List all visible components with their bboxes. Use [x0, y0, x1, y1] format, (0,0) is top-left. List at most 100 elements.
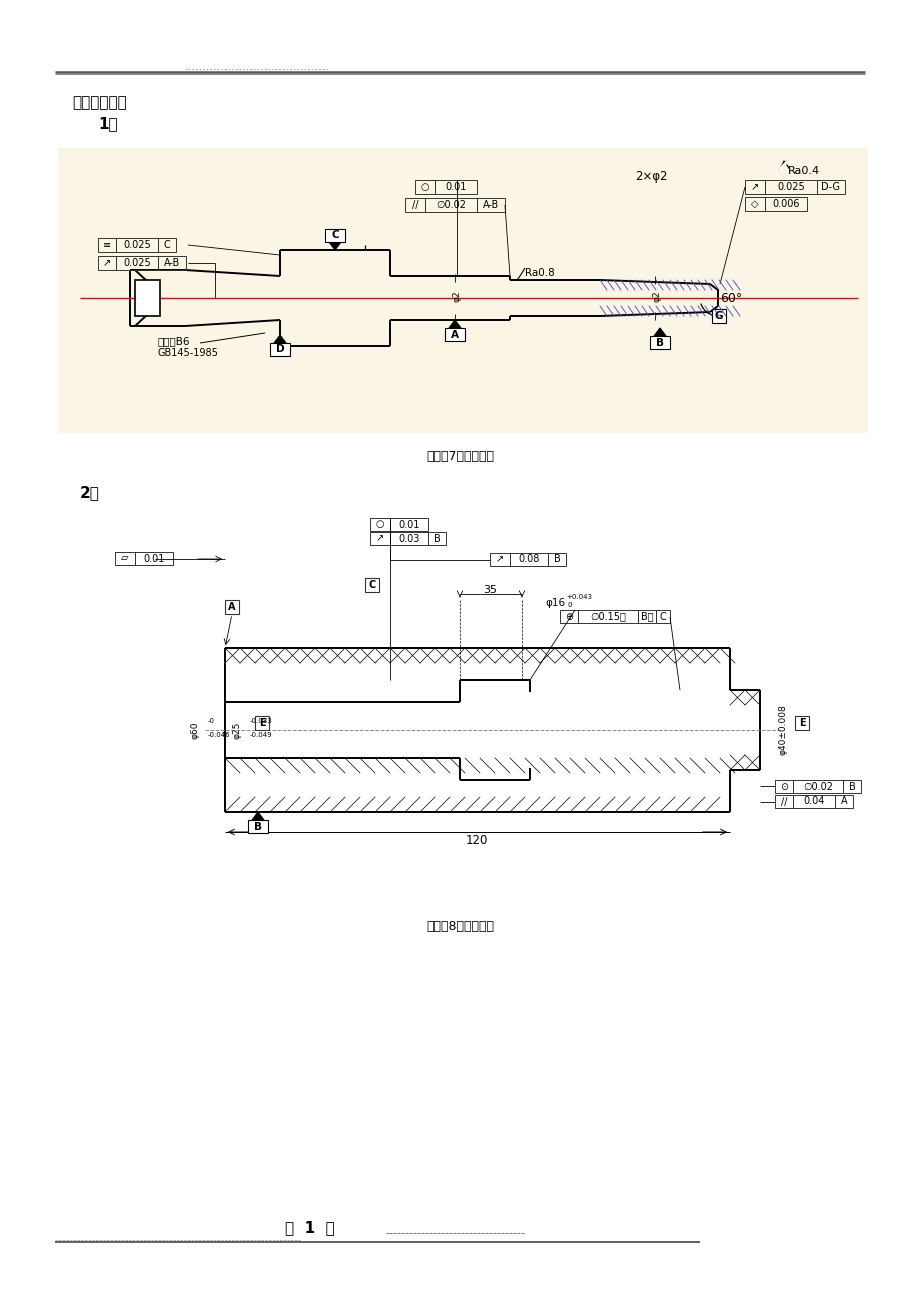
Text: φ16: φ16 — [544, 598, 564, 608]
Text: 2、: 2、 — [80, 486, 100, 500]
Text: -0.033: -0.033 — [250, 717, 272, 724]
Text: B: B — [847, 781, 855, 792]
Text: 120: 120 — [465, 835, 488, 848]
Bar — [365, 578, 379, 592]
Bar — [774, 780, 792, 793]
Bar — [414, 180, 435, 194]
Bar — [369, 533, 390, 546]
Text: GB145-1985: GB145-1985 — [158, 348, 219, 358]
Text: ↗: ↗ — [750, 182, 758, 191]
Text: Ra0.8: Ra0.8 — [525, 268, 554, 279]
Bar — [390, 533, 427, 546]
Bar — [115, 552, 135, 565]
Bar — [842, 780, 860, 793]
Bar — [650, 336, 669, 349]
Bar — [792, 780, 842, 793]
Bar — [98, 238, 116, 253]
Text: C: C — [164, 240, 170, 250]
Text: A: A — [228, 602, 235, 612]
Text: 0.01: 0.01 — [445, 182, 466, 191]
Text: A-B: A-B — [164, 258, 180, 268]
Bar — [324, 229, 345, 242]
Bar — [637, 611, 655, 622]
Text: C: C — [331, 230, 338, 241]
Text: ∅0.02: ∅0.02 — [802, 781, 832, 792]
Bar — [98, 256, 116, 270]
Text: 2×φ2: 2×φ2 — [634, 171, 667, 184]
Polygon shape — [274, 335, 286, 342]
Text: 0.01: 0.01 — [398, 519, 419, 530]
Bar — [794, 716, 808, 730]
Bar — [116, 238, 158, 253]
Text: E: E — [798, 717, 804, 728]
Text: 60°: 60° — [720, 292, 742, 305]
Bar — [655, 611, 669, 622]
Text: φ25: φ25 — [233, 721, 241, 738]
Text: G: G — [714, 311, 722, 322]
Text: ↗: ↗ — [495, 555, 504, 565]
Text: B: B — [433, 534, 440, 543]
Text: 标注题7参考答案图: 标注题7参考答案图 — [425, 450, 494, 464]
Text: //: // — [780, 797, 787, 806]
Text: 0.006: 0.006 — [771, 199, 799, 210]
Text: 一、标注题：: 一、标注题： — [72, 95, 127, 109]
Bar — [135, 280, 160, 316]
Text: ↗: ↗ — [376, 534, 383, 543]
Text: B: B — [553, 555, 560, 565]
Bar — [509, 553, 548, 566]
Bar — [476, 198, 505, 212]
Text: 0.03: 0.03 — [398, 534, 419, 543]
Bar — [255, 716, 268, 730]
Bar — [158, 238, 176, 253]
Text: //: // — [412, 201, 418, 210]
Bar — [577, 611, 637, 622]
Text: Ra0.4: Ra0.4 — [788, 165, 819, 176]
Text: -0.046: -0.046 — [208, 732, 231, 738]
Text: φ2: φ2 — [452, 290, 461, 302]
Bar — [445, 328, 464, 341]
Bar — [711, 309, 725, 323]
Bar — [560, 611, 577, 622]
Text: ≡: ≡ — [103, 240, 111, 250]
Text: A-B: A-B — [482, 201, 499, 210]
Text: B: B — [655, 337, 664, 348]
Bar — [116, 256, 158, 270]
Text: D: D — [276, 345, 284, 354]
Text: ↗: ↗ — [103, 258, 111, 268]
Text: 0.025: 0.025 — [777, 182, 804, 191]
Text: φ40±0.008: φ40±0.008 — [777, 704, 787, 755]
Text: 0.04: 0.04 — [802, 797, 823, 806]
Text: A: A — [840, 797, 846, 806]
Bar — [225, 600, 239, 615]
Bar — [427, 533, 446, 546]
Text: ........................................: ........................................ — [185, 62, 330, 72]
Text: A: A — [450, 329, 459, 340]
Bar — [765, 180, 816, 194]
Bar — [425, 198, 476, 212]
Text: B: B — [254, 822, 262, 832]
Bar — [834, 796, 852, 809]
Bar — [435, 180, 476, 194]
Text: φ60: φ60 — [190, 721, 199, 738]
Bar — [404, 198, 425, 212]
Bar — [765, 197, 806, 211]
Text: 0: 0 — [567, 602, 572, 608]
Text: -0.049: -0.049 — [250, 732, 272, 738]
Text: D-G: D-G — [821, 182, 840, 191]
Text: +0.043: +0.043 — [565, 594, 591, 600]
Text: 第  1  页: 第 1 页 — [285, 1220, 335, 1236]
Text: 1、: 1、 — [98, 116, 118, 132]
Polygon shape — [778, 160, 788, 171]
Text: 0.025: 0.025 — [123, 258, 151, 268]
Text: 中心孔B6: 中心孔B6 — [158, 336, 190, 346]
Text: 0.01: 0.01 — [143, 553, 165, 564]
Bar — [816, 180, 844, 194]
Bar — [248, 820, 267, 833]
Bar — [158, 256, 186, 270]
Text: B㉑: B㉑ — [640, 612, 652, 621]
Polygon shape — [252, 812, 264, 820]
Text: C: C — [368, 579, 375, 590]
Bar — [58, 148, 867, 434]
Polygon shape — [653, 328, 665, 336]
Bar — [548, 553, 565, 566]
